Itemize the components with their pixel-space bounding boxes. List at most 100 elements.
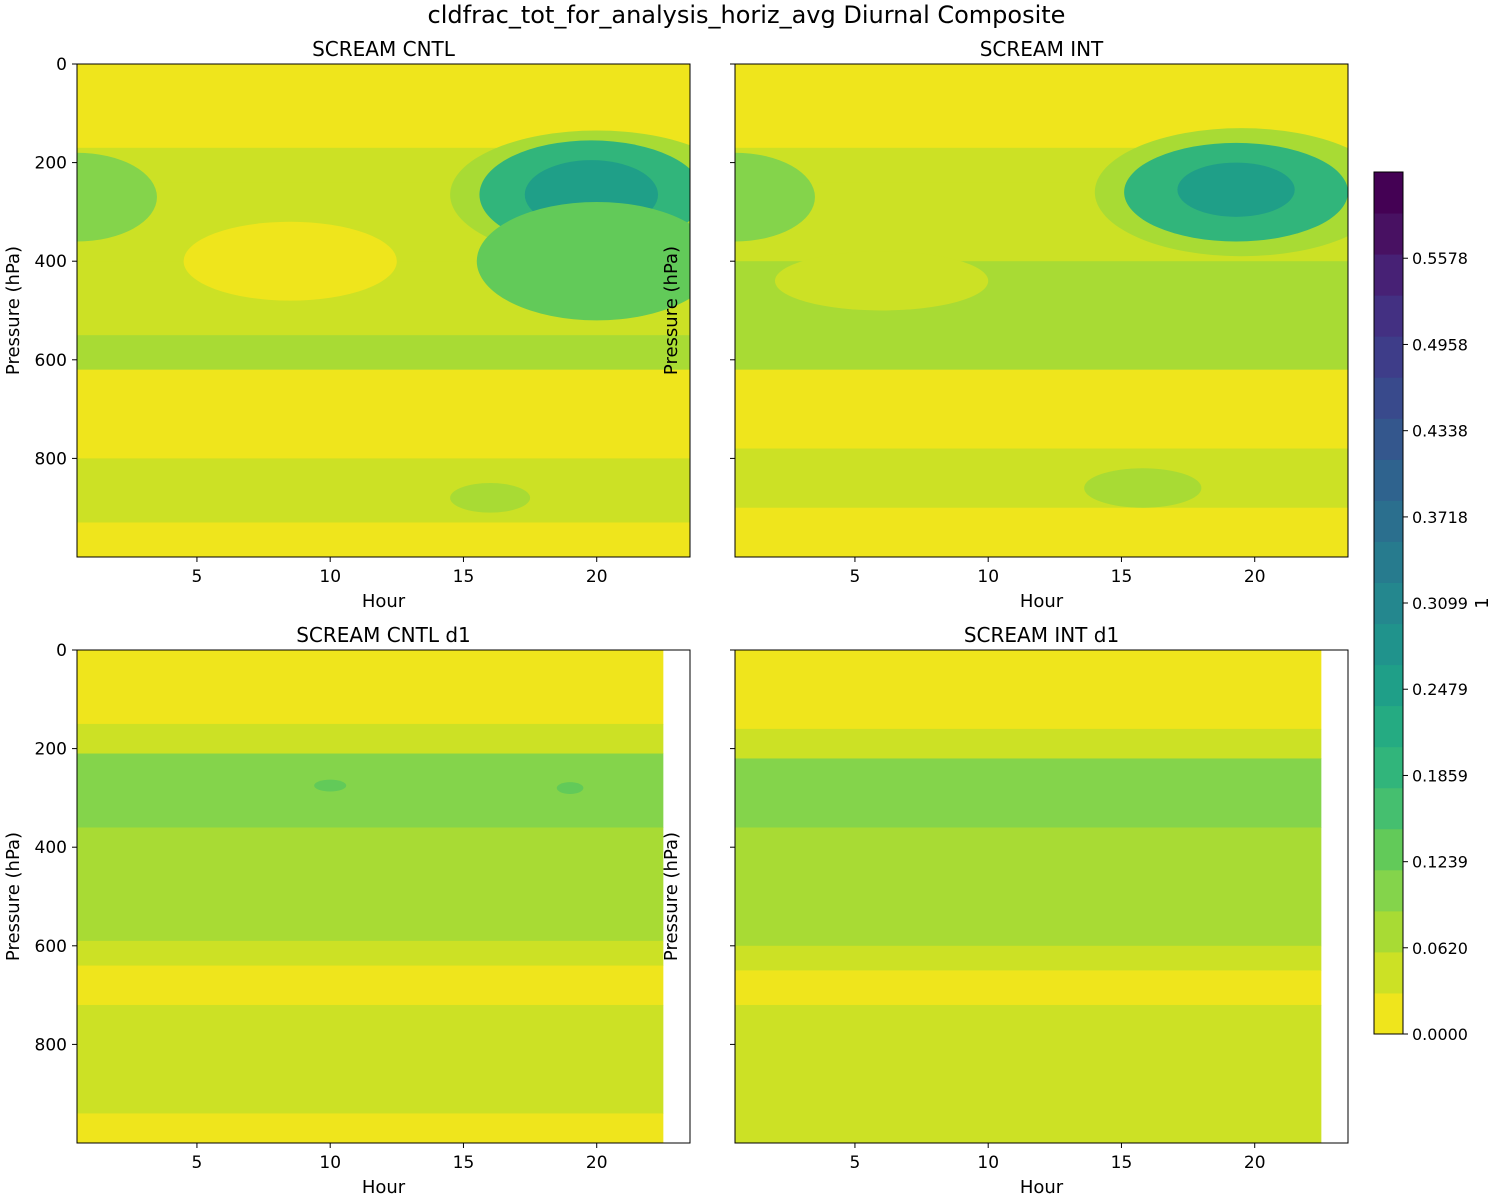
y-tick-label: 200 [35,154,67,174]
contour-band [735,758,1322,828]
contour-field [735,64,1348,557]
contour-band [735,827,1322,947]
x-tick-label: 10 [977,567,999,587]
axes-frame [76,63,691,558]
colorbar-segment [1374,541,1403,583]
x-tick-label: 20 [1244,1153,1266,1173]
panel-title: SCREAM CNTL [312,37,456,61]
colorbar-tick-label: 0.3099 [1412,594,1468,613]
x-tick-label: 20 [586,1153,608,1173]
contour-region [1084,468,1202,508]
contour-band [735,369,1348,450]
y-tick-label: 0 [56,55,67,75]
y-axis-label: Pressure (hPa) [3,246,24,375]
y-axis-label: Pressure (hPa) [3,832,24,961]
colorbar-segment [1374,336,1403,378]
contour-field [77,650,664,1143]
colorbar-segment [1374,377,1403,419]
y-tick-label: 800 [35,1035,67,1055]
contour-band [77,753,664,828]
contour-region [183,221,397,301]
contour-band [735,340,1348,371]
colorbar-tick-label: 0.1239 [1412,853,1468,872]
y-tick-label: 200 [35,740,67,760]
colorbar-tick-label: 0.4338 [1412,422,1468,441]
contour-band [735,945,1322,971]
contour-band [77,940,664,967]
colorbar-segment [1374,459,1403,501]
panel-2: SCREAM INT 5 10 15 20 Hour Pressure (hPa) [661,37,1349,612]
x-tick-label: 10 [319,567,341,587]
x-tick-label: 5 [192,1153,203,1173]
x-tick-label: 15 [453,567,475,587]
colorbar-tick-label: 0.3718 [1412,508,1468,527]
colorbar-segment [1374,787,1403,830]
contour-band [77,650,664,725]
panel-3: SCREAM CNTL d1 5 10 15 20 Hour 0 200 400 600 800 Pr… [3,623,691,1198]
colorbar-tick-label: 0.2479 [1412,680,1468,699]
contour-band [77,369,690,459]
contour-region [77,152,157,242]
contour-region [735,152,815,242]
y-tick-label: 400 [35,838,67,858]
colorbar-segment [1374,951,1403,994]
y-tick-label: 400 [35,252,67,272]
colorbar-tick-label: 0.4958 [1412,335,1468,354]
colorbar-segment [1374,213,1403,255]
contour-band [735,970,1322,1006]
colorbar-segment [1374,869,1403,912]
contour-band [735,728,1322,759]
contour-band [735,64,1348,124]
colorbar-tick-label: 0.1859 [1412,766,1468,785]
contour-band [735,507,1348,557]
colorbar-segment [1374,828,1403,871]
contour-band [735,448,1348,509]
x-tick-label: 5 [850,567,861,587]
x-tick-label: 10 [319,1153,341,1173]
panel-title: SCREAM INT d1 [964,623,1119,647]
contour-band [77,965,664,1006]
contour-region [556,782,584,794]
x-tick-label: 15 [453,1153,475,1173]
x-tick-label: 20 [1244,567,1266,587]
colorbar-segment [1374,254,1403,296]
colorbar-segment [1374,664,1403,707]
colorbar-label: 1 [1472,597,1493,608]
colorbar: 0.0000 0.0620 0.1239 0.1859 0.2479 0.3099 0.37… [1373,171,1493,1044]
x-axis-label: Hour [1020,591,1064,612]
figure-title: cldfrac_tot_for_analysis_horiz_avg Diurn… [427,1,1066,29]
panel-title: SCREAM CNTL d1 [296,623,471,647]
contour-band [77,1113,664,1143]
colorbar-segment [1374,500,1403,542]
y-tick-label: 0 [56,641,67,661]
contour-band [77,64,690,124]
colorbar-segment [1374,910,1403,953]
colorbar-segment [1374,172,1403,214]
panel-title: SCREAM INT [980,37,1104,61]
contour-band [77,827,664,942]
y-tick-label: 600 [35,937,67,957]
contour-region [774,251,989,311]
y-axis-label: Pressure (hPa) [661,832,682,961]
axes-frame [76,649,691,1144]
colorbar-tick-label: 0.5578 [1412,249,1468,268]
contour-band [77,723,664,755]
contour-field [77,64,690,557]
y-tick-label: 600 [35,351,67,371]
contour-region [450,483,531,513]
x-axis-label: Hour [1020,1177,1064,1198]
x-tick-label: 10 [977,1153,999,1173]
contour-region [1177,162,1295,217]
x-axis-label: Hour [362,1177,406,1198]
panel-4: SCREAM INT d1 5 10 15 20 Hour Pressure (hPa) [661,623,1349,1198]
colorbar-segment [1374,623,1403,666]
colorbar-segment [1374,746,1403,789]
contour-region [314,779,347,792]
x-tick-label: 15 [1111,567,1133,587]
contour-band [77,458,690,523]
axes-frame [734,63,1349,558]
contour-field [735,650,1322,1143]
y-tick-label: 800 [35,449,67,469]
colorbar-segment [1374,582,1403,625]
